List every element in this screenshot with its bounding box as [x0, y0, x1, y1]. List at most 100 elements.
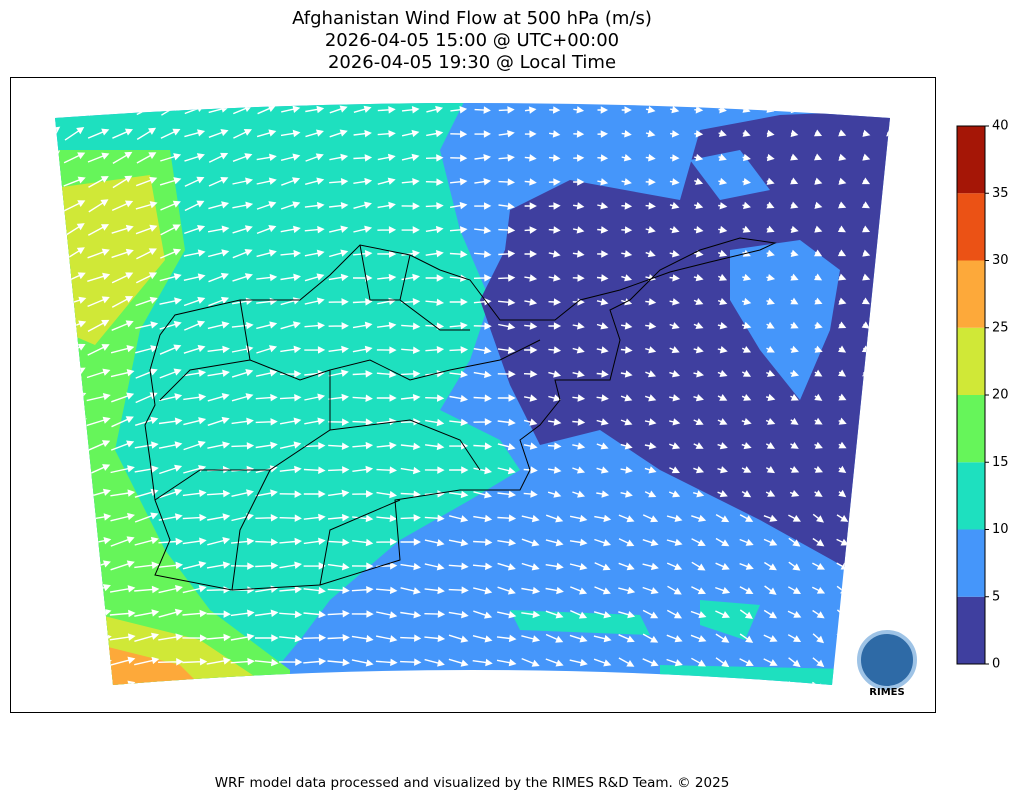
- wind-arrow: [183, 393, 207, 402]
- wind-arrow: [377, 130, 396, 138]
- wind-arrow: [327, 633, 350, 642]
- wind-arrow: [545, 562, 564, 571]
- wind-arrow: [134, 632, 160, 642]
- wind-arrow: [329, 129, 348, 138]
- wind-arrow: [718, 129, 727, 138]
- wind-arrow: [573, 178, 585, 186]
- wind-arrow: [594, 681, 611, 685]
- wind-arrow: [376, 586, 398, 595]
- wind-arrow: [862, 465, 870, 474]
- wind-arrow: [838, 273, 847, 281]
- wind-arrow: [62, 440, 87, 450]
- wind-arrow: [694, 177, 704, 185]
- wind-arrow: [669, 298, 680, 306]
- wind-arrow: [621, 250, 633, 258]
- wind-arrow: [548, 298, 562, 306]
- wind-arrow: [135, 272, 158, 284]
- wind-arrow: [353, 154, 373, 162]
- wind-arrow: [474, 154, 492, 162]
- wind-arrow: [645, 178, 656, 186]
- wind-arrow: [814, 489, 823, 497]
- wind-arrow: [158, 585, 183, 594]
- wind-arrow: [837, 369, 847, 377]
- wind-arrow: [885, 345, 890, 353]
- wind-arrow: [814, 345, 823, 353]
- wind-arrow: [87, 224, 110, 236]
- wind-arrow: [644, 466, 657, 474]
- wind-arrow: [279, 610, 303, 619]
- wind-arrow: [620, 418, 633, 426]
- wind-arrow: [449, 201, 468, 210]
- wind-arrow: [547, 418, 562, 426]
- wind-arrow: [669, 322, 680, 330]
- wind-arrow: [790, 177, 799, 185]
- wind-arrow: [449, 515, 469, 523]
- wind-arrow: [304, 346, 326, 354]
- colorbar-segment: [957, 462, 985, 530]
- wind-arrow: [328, 298, 349, 306]
- wind-arrow: [497, 370, 516, 378]
- wind-arrow: [498, 322, 516, 331]
- wind-arrow: [618, 634, 635, 643]
- wind-arrow: [352, 538, 374, 547]
- wind-arrow: [763, 538, 778, 546]
- wind-arrow: [400, 538, 422, 546]
- country-border: [144, 237, 777, 591]
- wind-arrow: [790, 153, 799, 161]
- wind-arrow: [86, 393, 111, 402]
- wind-arrow: [279, 490, 302, 498]
- wind-arrow: [184, 320, 206, 331]
- wind-arrow: [524, 250, 538, 258]
- wind-arrow: [400, 466, 421, 475]
- wind-arrow: [256, 345, 278, 354]
- wind-arrow: [717, 394, 728, 401]
- wind-arrow: [862, 153, 871, 161]
- wind-arrow: [693, 394, 704, 402]
- wind-arrow: [111, 320, 134, 331]
- wind-arrow: [400, 634, 422, 642]
- wind-arrow: [521, 586, 541, 595]
- wind-arrow: [55, 415, 63, 428]
- wind-field: [55, 103, 890, 685]
- wind-arrow: [669, 346, 680, 354]
- wind-arrow: [352, 465, 374, 474]
- wind-arrow: [256, 201, 277, 210]
- wind-arrow: [497, 467, 516, 475]
- wind-arrow: [838, 321, 847, 329]
- wind-arrow: [400, 658, 422, 666]
- wind-arrow: [425, 154, 444, 162]
- wind-arrow: [766, 345, 775, 353]
- wind-arrow: [496, 634, 517, 643]
- wind-arrow: [620, 346, 633, 354]
- wind-arrow: [618, 562, 635, 571]
- wind-arrow: [838, 297, 847, 305]
- wind-arrow: [669, 201, 680, 210]
- wind-arrow: [182, 681, 208, 685]
- wind-arrow: [233, 128, 252, 139]
- wind-arrow: [594, 514, 612, 523]
- wind-arrow: [496, 658, 517, 667]
- wind-arrow: [55, 680, 65, 685]
- wind-arrow: [669, 418, 681, 426]
- wind-arrow: [110, 369, 135, 378]
- wind-arrow: [329, 225, 349, 233]
- wind-arrow: [741, 418, 752, 426]
- wind-arrow: [837, 345, 847, 353]
- wind-arrow: [597, 106, 609, 114]
- wind-arrow: [135, 176, 158, 187]
- wind-arrow: [208, 249, 230, 258]
- wind-arrow: [182, 609, 207, 618]
- wind-arrow: [644, 490, 657, 498]
- wind-arrow: [231, 369, 254, 378]
- wind-arrow: [207, 536, 231, 546]
- wind-arrow: [790, 249, 799, 258]
- wind-arrow: [474, 202, 492, 210]
- wind-arrow: [280, 249, 302, 258]
- wind-arrow: [353, 250, 373, 258]
- wind-arrow: [618, 610, 636, 619]
- wind-arrow: [569, 514, 588, 523]
- wind-arrow: [327, 658, 351, 667]
- wind-arrow: [472, 562, 493, 571]
- wind-arrow: [182, 489, 207, 498]
- wind-arrow: [717, 297, 728, 306]
